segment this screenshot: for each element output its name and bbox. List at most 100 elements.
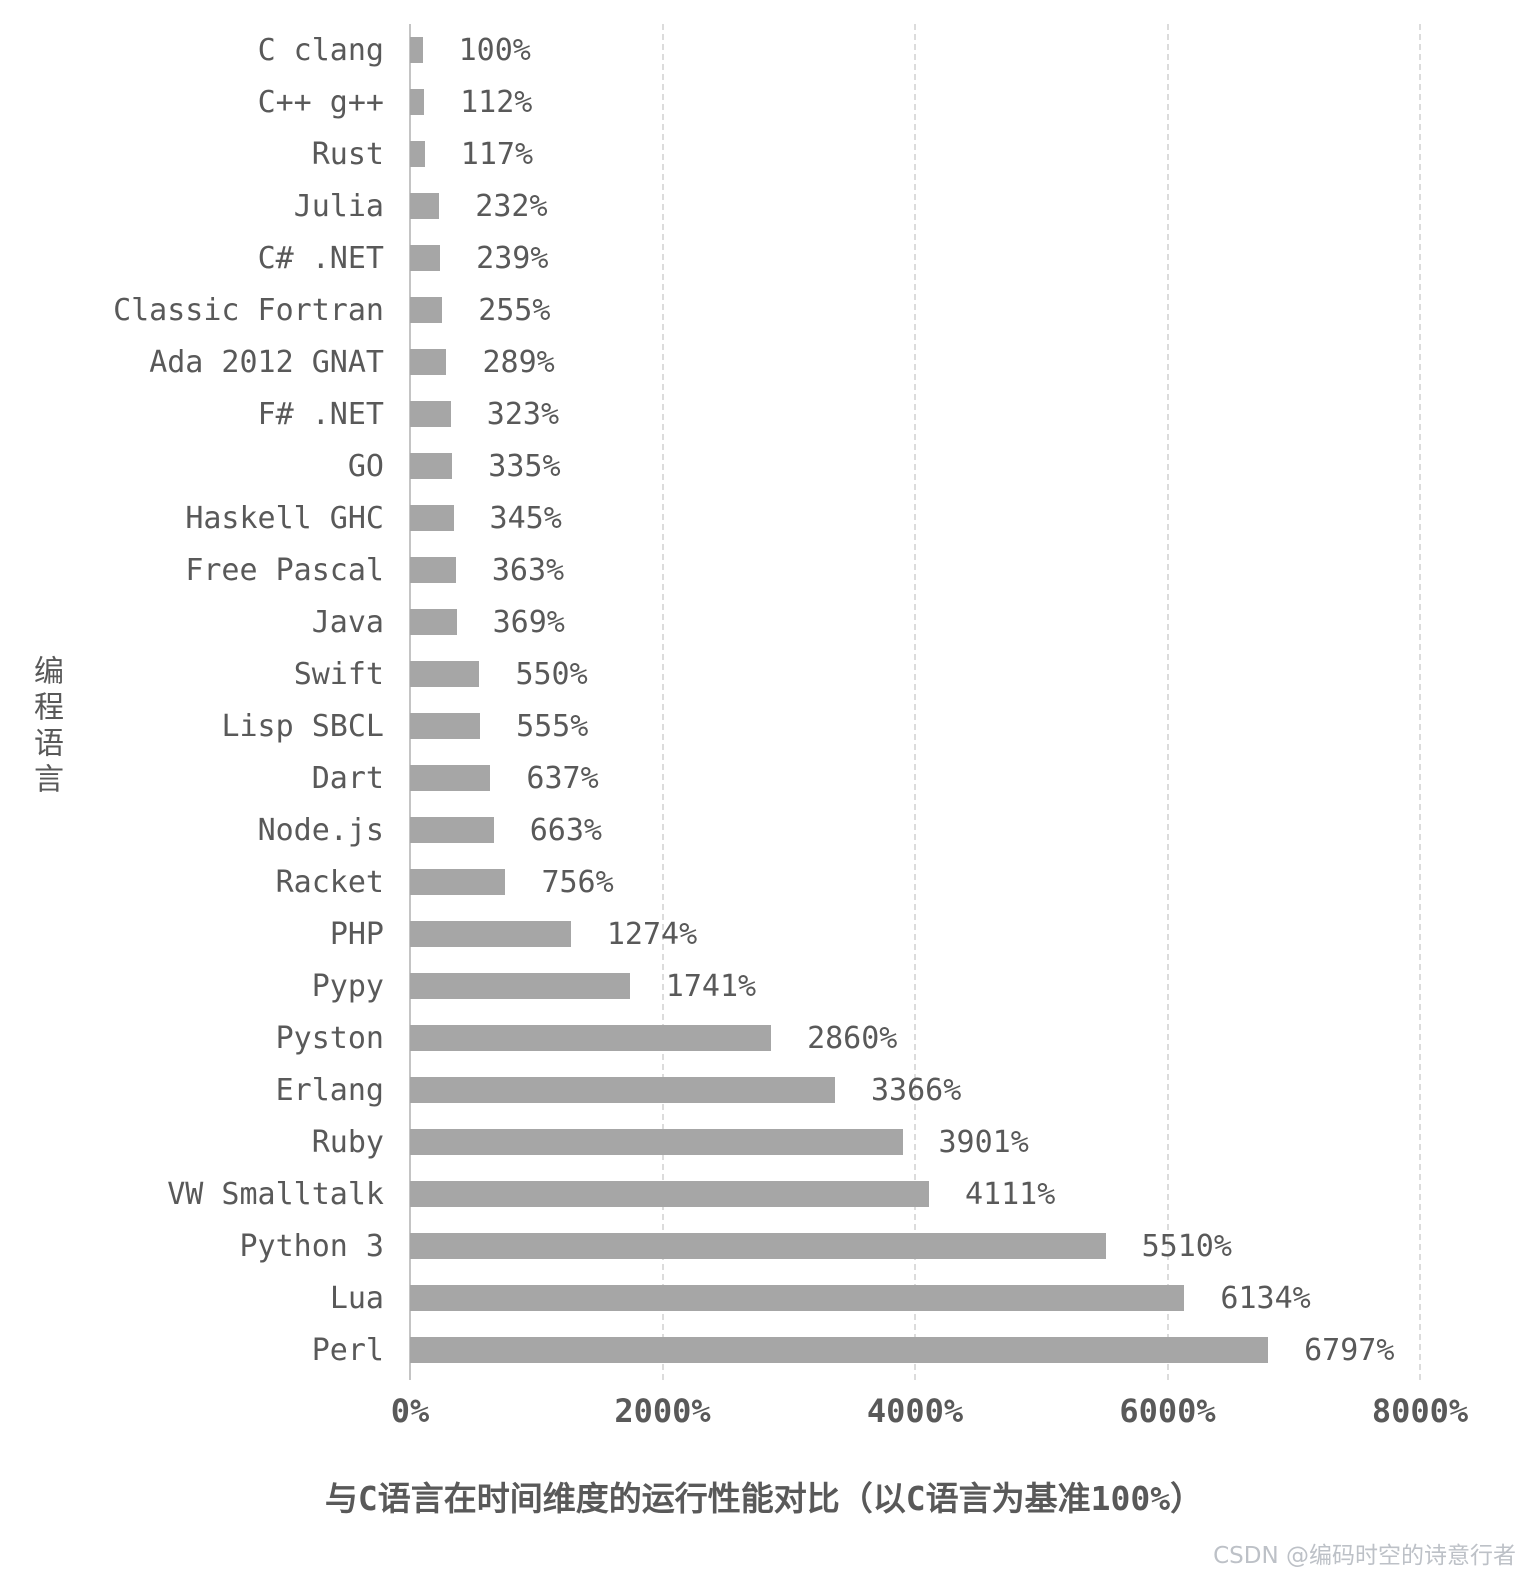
bar-cell: 1741% [410, 969, 1420, 1004]
x-axis: 0% 2000% 4000% 6000% 8000% [391, 1386, 1468, 1436]
bar-value: 1274% [606, 916, 698, 952]
bar-row: Ada 2012 GNAT 289% [90, 336, 1528, 388]
bar [410, 1129, 903, 1155]
bar-cell: 6134% [410, 1281, 1420, 1316]
bar-label: Lisp SBCL [221, 708, 384, 744]
bar-cell: 555% [410, 709, 1420, 744]
bar-value: 289% [482, 344, 555, 380]
bar-row: VW Smalltalk 4111% [90, 1168, 1528, 1220]
bar [410, 141, 425, 167]
bar-label: Lua [329, 1280, 384, 1316]
bar-cell: 756% [410, 865, 1420, 900]
bar-row: Lua 6134% [90, 1272, 1528, 1324]
y-axis-label-column: 编程语言 [0, 18, 90, 1436]
bar-row: Free Pascal 363% [90, 544, 1528, 596]
bar-row: C clang 100% [90, 24, 1528, 76]
bar [410, 89, 425, 115]
bar [410, 765, 491, 791]
bar [410, 713, 481, 739]
bar [410, 1181, 929, 1207]
bar-row: Java 369% [90, 596, 1528, 648]
bar-value: 369% [492, 604, 565, 640]
bar [410, 401, 451, 427]
bar-value: 232% [475, 188, 548, 224]
x-tick-label: 0% [390, 1392, 430, 1430]
bar [410, 973, 630, 999]
bar-label: Perl [311, 1332, 384, 1368]
bar-row: Ruby 3901% [90, 1116, 1528, 1168]
bar-cell: 2860% [410, 1021, 1420, 1056]
bar-value: 1741% [665, 968, 757, 1004]
bar [410, 1285, 1185, 1311]
bar-label: Erlang [275, 1072, 384, 1108]
bar-row: C++ g++ 112% [90, 76, 1528, 128]
bar-value: 363% [491, 552, 565, 588]
watermark: CSDN @编码时空的诗意行者 [1213, 1543, 1516, 1569]
gridline [1166, 24, 1169, 1380]
bar-label: Haskell GHC [185, 500, 384, 536]
bar-cell: 1274% [410, 917, 1420, 952]
bar-label: Pypy [311, 968, 384, 1004]
bar-value: 335% [488, 448, 561, 484]
bar-row: Rust 117% [90, 128, 1528, 180]
gridline [914, 24, 916, 1380]
bar-value: 550% [515, 656, 588, 692]
bar-value: 255% [478, 292, 551, 328]
bar-cell: 369% [410, 605, 1420, 640]
bar-value: 637% [526, 760, 599, 796]
bar-row: Dart 637% [90, 752, 1528, 804]
bar-label: Swift [293, 656, 384, 692]
x-tick-label: 4000% [866, 1392, 964, 1430]
bar [410, 869, 506, 895]
bar-value: 3901% [938, 1124, 1029, 1160]
bar-row: Racket 756% [90, 856, 1528, 908]
bar-value: 323% [486, 396, 560, 432]
bar-label: Rust [311, 136, 384, 172]
bar-row: F# .NET 323% [90, 388, 1528, 440]
bar [410, 297, 443, 323]
bar-row: Swift 550% [90, 648, 1528, 700]
bar-cell: 345% [410, 501, 1420, 536]
x-tick-label: 2000% [614, 1392, 711, 1430]
bar-value: 4111% [965, 1176, 1056, 1212]
bar-row: Python 3 5510% [90, 1220, 1528, 1272]
bar [410, 453, 453, 479]
bar-cell: 637% [410, 761, 1420, 796]
bar [410, 1077, 835, 1103]
bar-cell: 335% [410, 449, 1420, 484]
bar-value: 239% [476, 240, 549, 276]
bar-cell: 239% [410, 241, 1420, 276]
bar-cell: 289% [410, 345, 1420, 380]
bar-cell: 550% [410, 657, 1420, 692]
bar-cell: 112% [410, 85, 1420, 120]
bar-label: Free Pascal [185, 552, 384, 588]
bar-value: 555% [516, 708, 589, 744]
bar-cell: 363% [410, 553, 1420, 588]
bar [410, 661, 480, 687]
bar-row: Julia 232% [90, 180, 1528, 232]
bar-row: Lisp SBCL 555% [90, 700, 1528, 752]
bar [410, 1025, 772, 1051]
bar-value: 756% [541, 864, 614, 900]
bar-label: VW Smalltalk [167, 1176, 384, 1212]
bar-label: PHP [329, 916, 384, 952]
bar [410, 557, 456, 583]
bar-row: Haskell GHC 345% [90, 492, 1528, 544]
bar-label: Julia [293, 188, 384, 224]
y-axis-line [409, 24, 411, 1380]
bar [410, 1337, 1269, 1363]
bar-cell: 117% [410, 137, 1420, 172]
bar-value: 2860% [807, 1020, 898, 1056]
bar-row: C# .NET 239% [90, 232, 1528, 284]
bar-value: 663% [529, 812, 602, 848]
gridline [661, 24, 664, 1380]
bar [410, 817, 494, 843]
gridline [1419, 24, 1421, 1380]
bar-cell: 100% [410, 33, 1420, 68]
bar-label: Ada 2012 GNAT [149, 344, 384, 380]
bar [410, 245, 441, 271]
bar-row: Classic Fortran 255% [90, 284, 1528, 336]
bar-value: 112% [460, 84, 533, 120]
bar-cell: 6797% [410, 1333, 1420, 1368]
